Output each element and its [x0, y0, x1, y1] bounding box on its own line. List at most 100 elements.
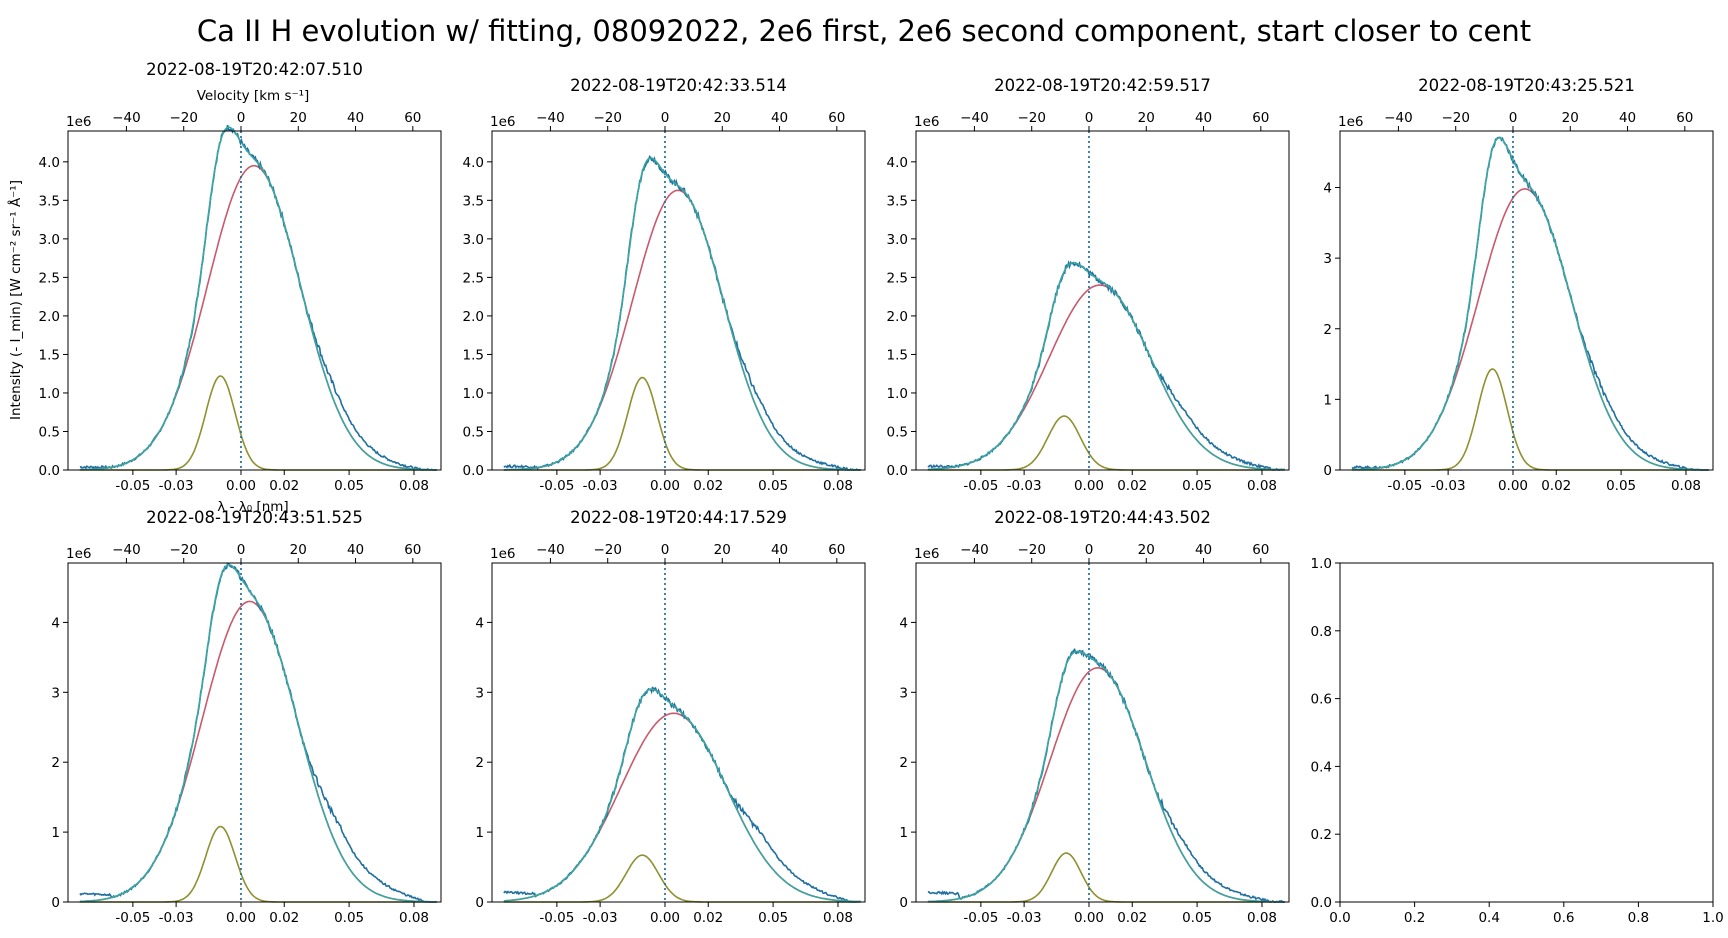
y-tick-label: 2.5 — [463, 270, 484, 286]
y-tick-label: 3 — [899, 685, 908, 701]
x-tick-label: 0.08 — [1247, 478, 1277, 494]
y-offset-label: 1e6 — [914, 546, 939, 562]
velocity-tick-label: 60 — [1676, 110, 1693, 126]
olive-component-line — [79, 825, 437, 903]
total-fit-line — [503, 157, 861, 471]
red-component-line — [1351, 188, 1709, 471]
x-tick-label: -0.03 — [159, 478, 194, 494]
y-tick-label: 0 — [475, 895, 484, 911]
x-tick-label: 0.02 — [269, 478, 299, 494]
y-tick-label: 2.5 — [39, 270, 60, 286]
subplot-grid: 2022-08-19T20:42:07.510−40 −20 0 20 40 601e6-… — [39, 60, 1724, 926]
velocity-tick-label: 20 — [1138, 110, 1155, 126]
velocity-tick-label: 20 — [290, 542, 307, 558]
y-tick-label: 1 — [899, 825, 908, 841]
velocity-tick-label: 20 — [290, 110, 307, 126]
subplot-title: 2022-08-19T20:44:17.529 — [570, 508, 787, 527]
velocity-tick-label: −40 — [112, 110, 141, 126]
x-tick-label: 0.00 — [226, 910, 256, 926]
subplot-frame — [67, 130, 442, 471]
x-tick-label: -0.05 — [539, 478, 574, 494]
red-component-line — [503, 189, 861, 471]
x-tick-label: 0.02 — [1117, 910, 1147, 926]
y-tick-label: 2.0 — [39, 309, 60, 325]
y-offset-label: 1e6 — [490, 114, 515, 130]
velocity-tick-label: −20 — [1017, 542, 1046, 558]
y-tick-label: 1 — [51, 825, 60, 841]
subplot-frame — [491, 130, 866, 471]
subplot-4: 2022-08-19T20:43:25.521−40 −20 0 20 40 601e6-… — [1323, 76, 1714, 494]
velocity-tick-label: −40 — [960, 542, 989, 558]
velocity-tick-label: 60 — [828, 542, 845, 558]
x-tick-label: -0.03 — [1431, 478, 1466, 494]
y-tick-label: 0.0 — [39, 463, 60, 479]
velocity-tick-label: −20 — [1017, 110, 1046, 126]
subplot-1: 2022-08-19T20:42:07.510 −40 −20 0 20 40 60 1e6 -… — [39, 60, 442, 494]
y-tick-label: 0.0 — [1311, 895, 1332, 911]
red-component-line — [503, 712, 861, 903]
y-tick-label: 4.0 — [463, 155, 484, 171]
x-tick-label: -0.03 — [583, 478, 618, 494]
x-tick-label: 0.2 — [1404, 910, 1425, 926]
x-tick-label: 0.08 — [1671, 478, 1701, 494]
y-tick-label: 0.2 — [1311, 827, 1332, 843]
x-tick-label: 0.08 — [823, 910, 853, 926]
subplot-title: 2022-08-19T20:44:43.502 — [994, 508, 1211, 527]
y-tick-label: 4.0 — [887, 155, 908, 171]
x-tick-label: 0.05 — [334, 478, 364, 494]
subplot-title: 2022-08-19T20:42:33.514 — [570, 76, 787, 95]
subplot-5: 2022-08-19T20:43:51.525−40 −20 0 20 40 601e6-… — [51, 508, 442, 926]
x-tick-label: 0.08 — [1247, 910, 1277, 926]
velocity-tick-label: 60 — [828, 110, 845, 126]
x-tick-label: 0.05 — [758, 478, 788, 494]
velocity-tick-label: 40 — [347, 542, 364, 558]
y-tick-label: 4 — [475, 615, 484, 631]
total-fit-line — [1351, 136, 1709, 471]
velocity-tick-label: 0 — [1085, 110, 1094, 126]
x-tick-label: 0.08 — [399, 478, 429, 494]
y-tick-label: 4 — [1323, 181, 1332, 197]
y-tick-label: 3.5 — [39, 193, 60, 209]
velocity-tick-label: 20 — [1562, 110, 1579, 126]
y-tick-label: 4.0 — [39, 155, 60, 171]
velocity-tick-label: 40 — [1195, 110, 1212, 126]
x-tick-label: 0.00 — [1074, 478, 1104, 494]
x-tick-label: 0.8 — [1628, 910, 1649, 926]
x-tick-label: -0.05 — [115, 478, 150, 494]
y-offset-label: 1e6 — [490, 546, 515, 562]
x-tick-label: 0.6 — [1553, 910, 1574, 926]
total-fit-line — [79, 563, 437, 903]
x-tick-label: 0.08 — [399, 910, 429, 926]
velocity-tick-label: −40 — [1384, 110, 1413, 126]
figure-suptitle: Ca II H evolution w/ fitting, 08092022, … — [197, 14, 1531, 48]
subplot-title: 2022-08-19T20:43:25.521 — [1418, 76, 1635, 95]
observed-profile-line — [79, 562, 438, 903]
velocity-tick-label: 40 — [347, 110, 364, 126]
y-tick-label: 2.5 — [887, 270, 908, 286]
velocity-tick-label: 0 — [237, 542, 246, 558]
subplot-frame — [1339, 562, 1714, 903]
velocity-tick-label: −20 — [169, 542, 198, 558]
subplot-8: 0.0 0.2 0.4 0.6 0.8 1.0 0.0 0.2 0.4 0.6 0.8 1.0 — [1311, 556, 1724, 926]
x-tick-label: 1.0 — [1702, 910, 1723, 926]
x-tick-label: 0.02 — [1117, 478, 1147, 494]
y-tick-label: 0.5 — [887, 424, 908, 440]
velocity-tick-label: 20 — [714, 110, 731, 126]
total-fit-line — [927, 261, 1285, 471]
x-tick-label: 0.0 — [1329, 910, 1350, 926]
x-tick-label: -0.05 — [963, 478, 998, 494]
y-tick-label: 1 — [475, 825, 484, 841]
y-tick-label: 3.0 — [463, 232, 484, 248]
velocity-tick-label: −20 — [1441, 110, 1470, 126]
y-tick-label: 2.0 — [887, 309, 908, 325]
observed-profile-line — [927, 647, 1285, 903]
y-tick-label: 3.5 — [887, 193, 908, 209]
x-tick-label: 0.02 — [693, 478, 723, 494]
wavelength-axis-label: λ - λ₀ [nm] — [217, 499, 288, 515]
y-tick-label: 0 — [899, 895, 908, 911]
observed-profile-line — [503, 686, 862, 903]
x-tick-label: 0.00 — [650, 910, 680, 926]
x-tick-label: 0.02 — [693, 910, 723, 926]
velocity-tick-label: 0 — [1085, 542, 1094, 558]
y-tick-label: 3.0 — [887, 232, 908, 248]
